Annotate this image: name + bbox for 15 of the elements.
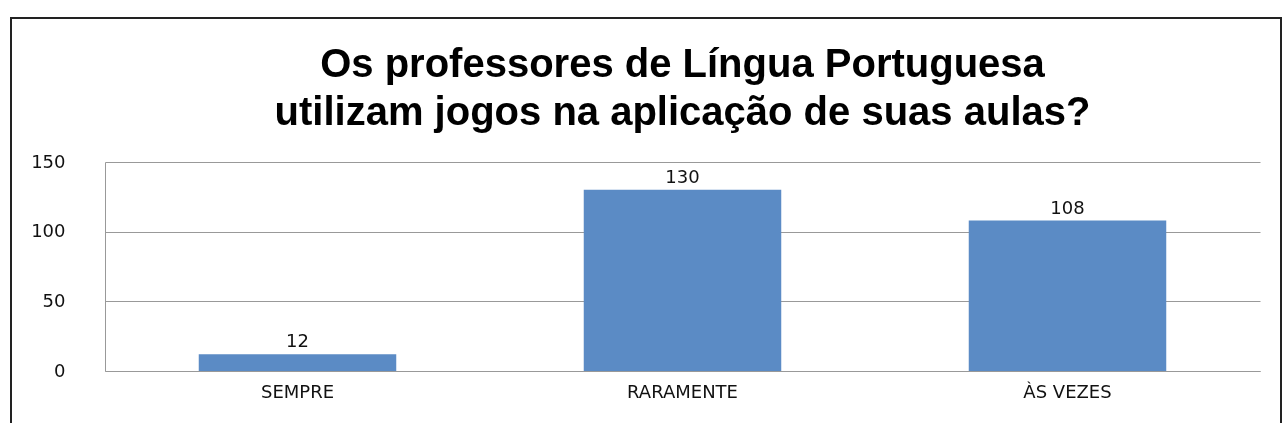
x-tick-label: ÀS VEZES [1023,380,1112,402]
data-label: 12 [286,330,309,352]
bar [968,220,1167,371]
y-tick-label: 150 [31,150,66,172]
text: utilizam jogos na aplicação de suas aulas? [274,89,1091,133]
bar [583,189,782,371]
y-tick-label: 50 [42,289,66,311]
y-tick-label: 100 [31,220,66,242]
bar [198,354,397,371]
x-tick-label: SEMPRE [260,380,335,402]
text: Os professores de Língua Portuguesa [320,41,1045,85]
x-tick-label: RARAMENTE [627,380,738,402]
y-tick-label: 0 [54,359,66,381]
data-label: 130 [665,165,700,187]
data-label: 108 [1050,196,1085,218]
